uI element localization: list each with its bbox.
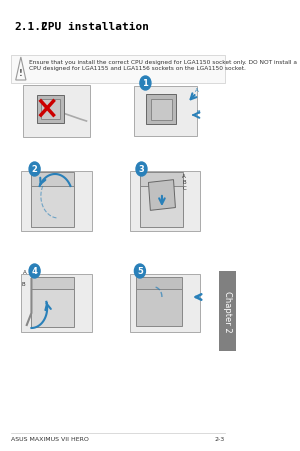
Circle shape xyxy=(29,163,40,177)
Text: B: B xyxy=(182,179,186,184)
Text: 3: 3 xyxy=(139,165,144,174)
Text: ASUS MAXIMUS VII HERO: ASUS MAXIMUS VII HERO xyxy=(11,437,89,442)
Bar xyxy=(134,87,196,137)
Text: 4: 4 xyxy=(32,267,38,276)
Bar xyxy=(151,99,172,120)
Bar xyxy=(31,277,74,290)
Bar xyxy=(146,95,176,125)
Bar xyxy=(31,173,74,187)
Circle shape xyxy=(134,264,146,278)
Bar xyxy=(148,180,176,211)
Bar xyxy=(37,96,64,124)
Text: 2: 2 xyxy=(32,165,38,174)
Bar xyxy=(41,100,60,120)
Bar xyxy=(23,86,90,138)
Circle shape xyxy=(136,163,147,177)
Circle shape xyxy=(29,264,40,278)
Text: 1: 1 xyxy=(142,79,148,88)
Text: A: A xyxy=(195,88,199,93)
Text: Chapter 2: Chapter 2 xyxy=(223,290,232,332)
Text: B: B xyxy=(21,281,25,286)
Text: C: C xyxy=(182,186,186,191)
Bar xyxy=(21,172,92,231)
Bar xyxy=(140,173,183,187)
Text: 2.1.2: 2.1.2 xyxy=(14,22,48,32)
Bar xyxy=(31,290,74,327)
Text: A: A xyxy=(23,269,26,274)
Text: CPU installation: CPU installation xyxy=(41,22,149,32)
Bar xyxy=(136,277,182,290)
Bar xyxy=(11,56,225,84)
Bar xyxy=(31,186,74,227)
Text: A: A xyxy=(182,174,186,179)
Text: 2-3: 2-3 xyxy=(214,437,225,442)
Bar xyxy=(136,286,182,326)
Text: Ensure that you install the correct CPU designed for LGA1150 socket only. DO NOT: Ensure that you install the correct CPU … xyxy=(29,60,297,71)
Bar xyxy=(130,172,200,231)
Bar xyxy=(140,186,183,227)
Circle shape xyxy=(140,77,151,91)
Bar xyxy=(218,272,236,351)
Text: !: ! xyxy=(19,69,23,78)
Bar xyxy=(21,274,92,332)
Bar xyxy=(130,274,200,332)
Text: B: B xyxy=(196,110,200,115)
Text: 5: 5 xyxy=(137,267,143,276)
